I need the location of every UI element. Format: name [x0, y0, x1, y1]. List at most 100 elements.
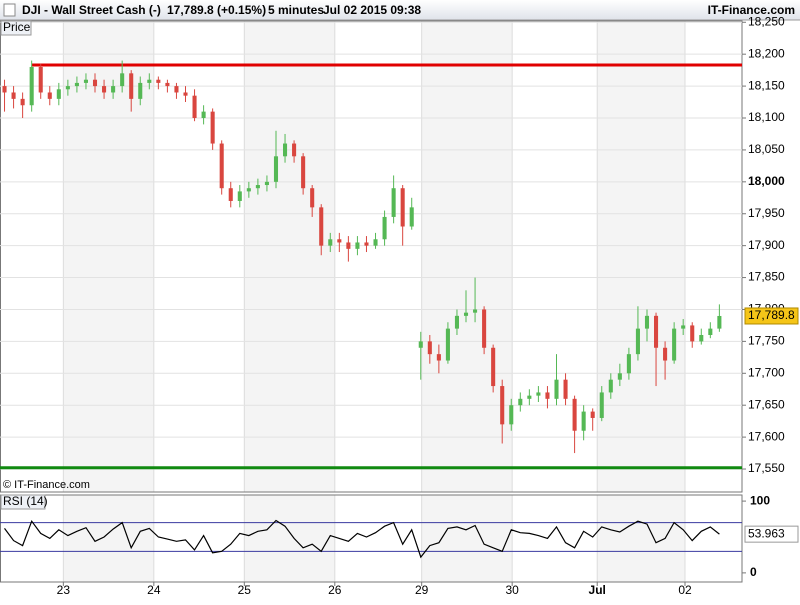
brand: IT-Finance.com [708, 3, 795, 17]
candle-body [536, 392, 541, 396]
candle-body [219, 143, 224, 189]
candle-body [310, 188, 315, 208]
candle-body [463, 312, 469, 316]
candle-body [436, 354, 441, 361]
candle-body [283, 143, 288, 157]
candle-body [509, 405, 514, 425]
candle-body [319, 207, 324, 246]
candle-body [681, 325, 686, 329]
candle-body [246, 188, 251, 192]
x-tick-label: 02 [678, 583, 692, 597]
candle-body [608, 379, 613, 393]
candle-body [391, 188, 396, 217]
pane-label-box [0, 20, 32, 36]
candle-body [699, 335, 704, 342]
x-tick-label: 26 [328, 583, 342, 597]
candle-body [56, 89, 61, 99]
candle-body [20, 98, 25, 106]
candle-body [111, 86, 116, 93]
y-tick-label: 17,850 [748, 270, 785, 284]
y-tick-label: 17,700 [748, 365, 785, 379]
y-tick-label: 17,650 [748, 397, 785, 411]
quote: 17,789.8 (+0.15%) [167, 3, 266, 17]
candle-body [120, 73, 125, 87]
header-bar [0, 0, 800, 20]
y-tick-label: 17,950 [748, 206, 785, 220]
candle-body [644, 315, 650, 329]
candle-body [626, 354, 631, 374]
candle-body [708, 328, 713, 335]
candle-body [663, 347, 668, 361]
candle-body [581, 411, 586, 431]
y-tick-label: 18,050 [748, 142, 785, 156]
candle-body [174, 86, 179, 93]
candle-body [454, 315, 459, 329]
candle-body [635, 328, 640, 355]
candle-body [364, 242, 369, 246]
candle-body [491, 347, 496, 387]
candle-body [346, 242, 351, 249]
candle-body [482, 309, 487, 348]
symbol: DJI - Wall Street Cash (-) [22, 3, 161, 17]
candle-body [373, 239, 378, 246]
candle-body [228, 188, 233, 201]
candle-body [409, 207, 414, 227]
candle-body [328, 239, 333, 246]
day-band [63, 495, 154, 582]
day-band [597, 495, 685, 582]
y-tick-label: 100 [750, 493, 770, 507]
x-tick-label: Jul [589, 583, 606, 597]
y-tick-label: 18,000 [748, 174, 785, 188]
x-tick-label: 29 [415, 583, 429, 597]
day-band [244, 21, 335, 492]
candle-body [138, 82, 143, 99]
candle-body [672, 328, 677, 361]
y-tick-label: 17,550 [748, 461, 785, 475]
pane-label: Price [3, 20, 31, 34]
rsi-line [4, 519, 720, 559]
candle-body [11, 92, 16, 99]
price-marker-box [744, 307, 799, 325]
candle-body [717, 315, 722, 329]
candle-body [563, 379, 568, 399]
pane-label: RSI (14) [3, 494, 48, 508]
plot-layer: 17,55017,60017,65017,70017,75017,80017,8… [0, 14, 799, 597]
candle-body [473, 309, 478, 313]
candle-body [273, 156, 279, 182]
candle-body [156, 79, 161, 83]
candle-body [65, 86, 70, 90]
candle-body [292, 143, 297, 157]
day-band [421, 21, 513, 492]
candle-body [47, 92, 52, 99]
pane-border [0, 20, 743, 493]
candle-body [102, 86, 107, 93]
candle-body [29, 66, 34, 106]
candle-body [237, 191, 242, 201]
y-tick-label: 18,200 [748, 46, 785, 60]
candle-body [192, 95, 197, 119]
symbol-icon [3, 3, 16, 17]
candle-body [518, 398, 523, 406]
candle-body [572, 398, 577, 431]
candle-body [129, 73, 134, 99]
interval: 5 minutes [268, 3, 324, 17]
candle-body [617, 373, 622, 380]
copyright: © IT-Finance.com [3, 479, 90, 491]
y-tick-label: 0 [750, 565, 757, 579]
candle-body [654, 315, 659, 348]
price-marker-label: 17,789.8 [748, 308, 795, 322]
day-band [597, 21, 685, 492]
x-tick-label: 24 [147, 583, 161, 597]
rsi-marker-box [744, 525, 799, 543]
day-band [63, 21, 154, 492]
y-tick-label: 18,150 [748, 78, 785, 92]
x-tick-label: 23 [57, 583, 71, 597]
candle-body [545, 392, 550, 399]
y-tick-label: 18,100 [748, 110, 785, 124]
candle-body [382, 216, 387, 240]
candle-body [590, 411, 595, 418]
candle-body [210, 111, 215, 144]
y-tick-label: 17,750 [748, 334, 785, 348]
candle-body [255, 185, 260, 189]
